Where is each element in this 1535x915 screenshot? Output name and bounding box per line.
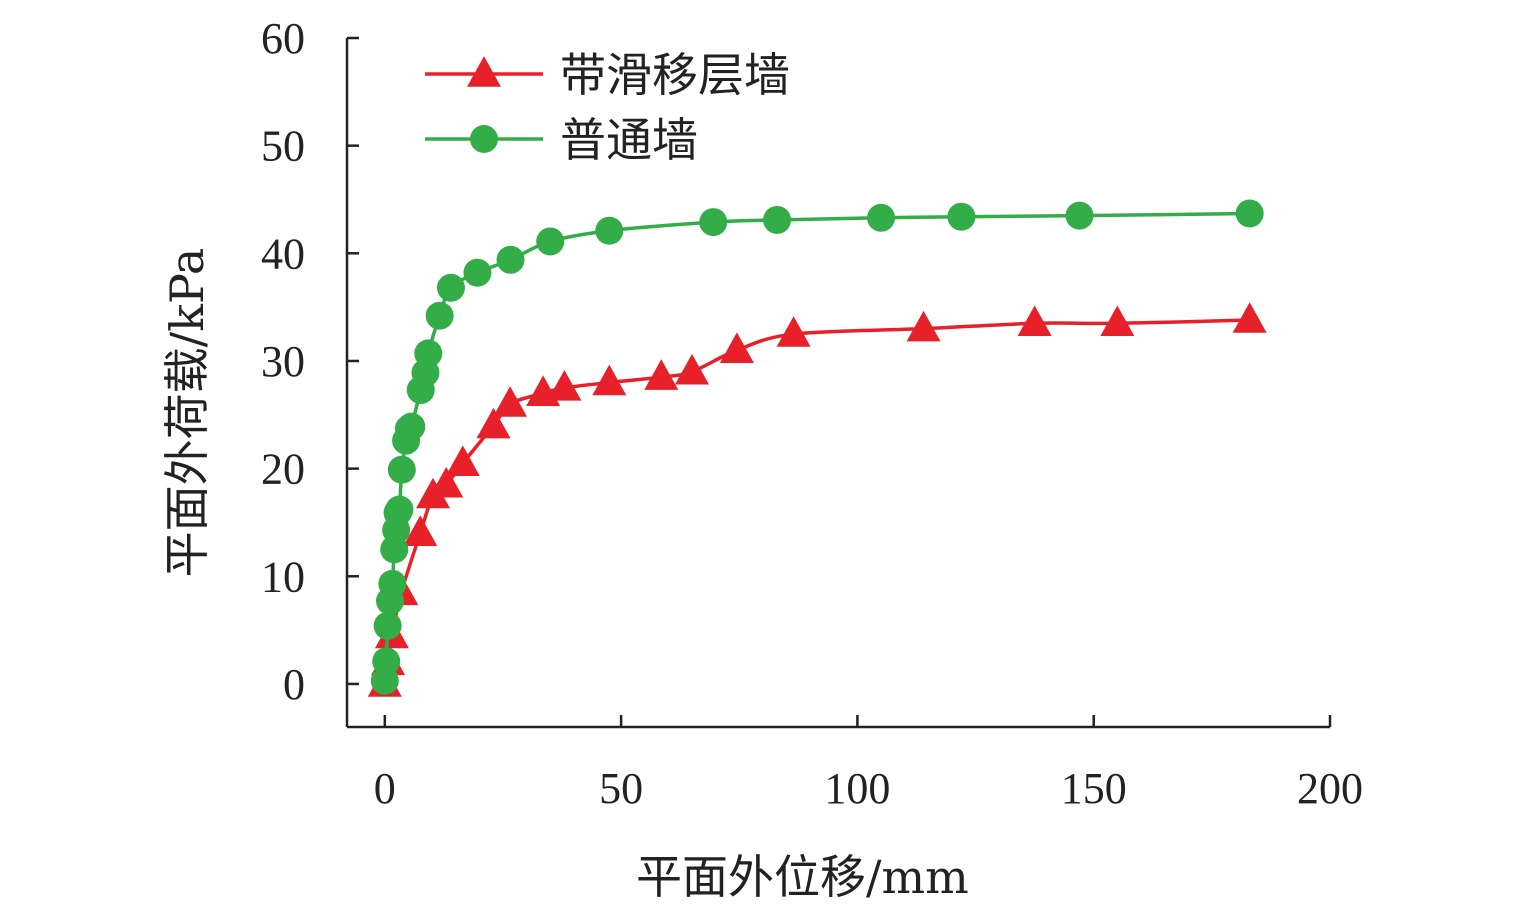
series-2-line xyxy=(383,211,1252,683)
series-2-point xyxy=(1065,201,1094,230)
series-2-point xyxy=(373,611,402,640)
series-2-point xyxy=(595,216,624,245)
x-tick-label: 200 xyxy=(1297,764,1363,813)
series-2-point xyxy=(378,569,407,598)
series-2 xyxy=(370,199,1264,695)
legend-marker xyxy=(467,56,501,87)
series-1-point xyxy=(476,407,511,439)
y-tick-label: 50 xyxy=(261,122,305,171)
series-2-point xyxy=(496,245,525,274)
series-1-point xyxy=(493,386,528,417)
series-1-point xyxy=(592,364,627,396)
series-2-point xyxy=(947,202,976,231)
series-1-line xyxy=(383,318,1252,686)
x-tick-label: 100 xyxy=(824,764,890,813)
series-1-point xyxy=(403,515,438,546)
series-2-point xyxy=(436,273,465,302)
series-2-point xyxy=(387,455,416,484)
legend-label: 带滑移层墙 xyxy=(560,48,790,102)
series-2-point xyxy=(414,339,443,368)
series-2-point xyxy=(425,301,454,330)
series-2-point xyxy=(463,258,492,287)
series-2-point xyxy=(536,227,565,256)
series-1-point xyxy=(719,332,754,363)
series-2-point xyxy=(397,412,426,441)
x-tick-label: 150 xyxy=(1061,764,1127,813)
x-axis-title: 平面外位移/mm xyxy=(636,850,969,904)
x-tick-label: 50 xyxy=(599,764,643,813)
y-tick-label: 10 xyxy=(261,552,305,601)
y-tick-label: 20 xyxy=(261,445,305,494)
series-1-point xyxy=(445,445,480,476)
legend-item-1: 带滑移层墙 xyxy=(425,48,790,102)
y-tick-label: 40 xyxy=(261,229,305,278)
series-1-point xyxy=(906,310,941,342)
y-tick-label: 0 xyxy=(283,660,305,709)
axes: 0 10 20 30 40 50 60 0 50 100 150 200 xyxy=(261,14,1363,813)
series-1-point xyxy=(1100,305,1135,337)
x-tick-label: 0 xyxy=(374,764,396,813)
series-2-point xyxy=(372,647,401,676)
series-2-point xyxy=(385,495,414,524)
series-layer xyxy=(367,199,1267,697)
series-2-point xyxy=(867,203,896,232)
series-1-point xyxy=(1017,305,1052,337)
series-2-point xyxy=(763,205,792,234)
y-tick-label: 30 xyxy=(261,337,305,386)
series-1-point xyxy=(429,466,464,498)
series-1-point xyxy=(1232,302,1267,333)
series-1 xyxy=(367,302,1267,697)
legend-label: 普通墙 xyxy=(560,113,698,167)
series-1-point xyxy=(547,370,582,401)
y-axis-title: 平面外荷载/kPa xyxy=(160,248,214,578)
legend-item-2: 普通墙 xyxy=(425,113,698,167)
series-1-point xyxy=(644,359,679,390)
legend-marker xyxy=(470,125,498,153)
series-2-point xyxy=(1235,199,1264,228)
series-2-point xyxy=(699,208,728,237)
series-1-point xyxy=(674,353,709,385)
series-1-point xyxy=(776,316,811,347)
y-tick-label: 60 xyxy=(261,14,305,63)
